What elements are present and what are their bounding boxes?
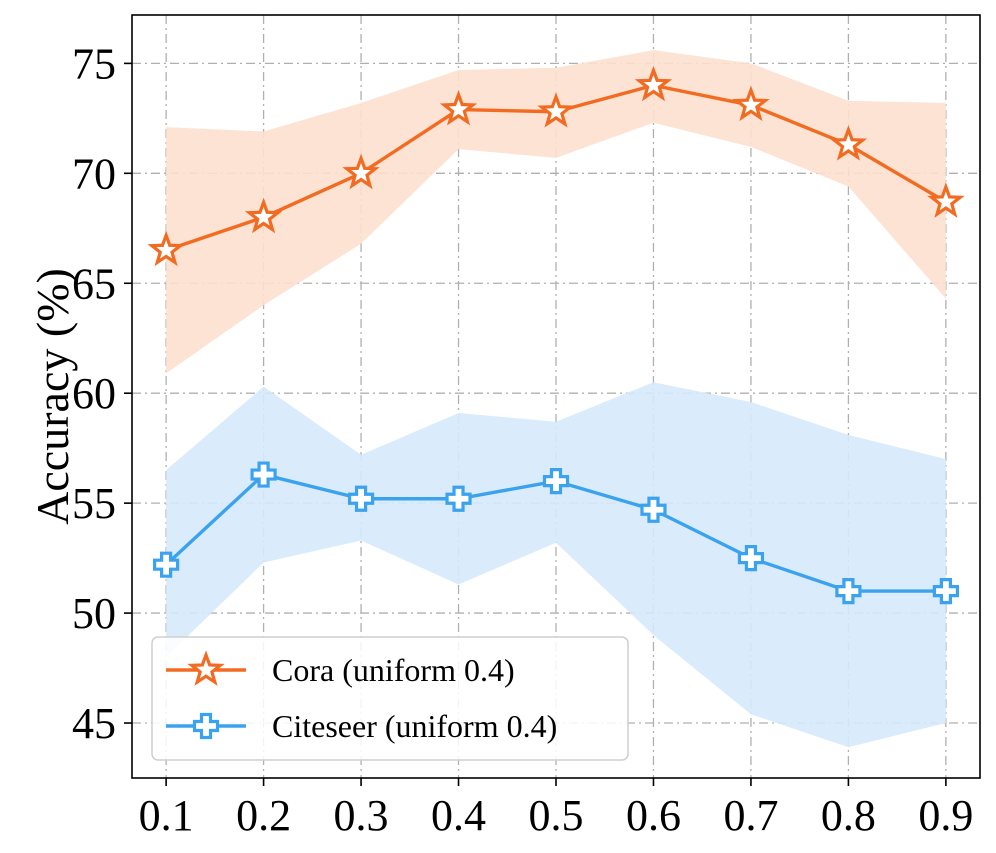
series-1-point-3 [342, 153, 380, 190]
series-2-point-8 [835, 577, 862, 605]
x-tick-label-4: 0.4 [431, 791, 486, 840]
y-tick-label-7: 75 [72, 39, 116, 88]
y-tick-label-3: 55 [72, 479, 116, 528]
series-2-point-4 [445, 485, 472, 512]
x-tick-label-2: 0.2 [236, 791, 291, 840]
series-1-point-2 [244, 197, 283, 234]
legend-label-2: Citeseer (uniform 0.4) [272, 708, 557, 744]
y-tick-label-5: 65 [72, 259, 116, 308]
series-1-point-9 [927, 182, 965, 218]
series-2-point-3 [347, 485, 375, 512]
axis-tick-labels: 0.1 0.2 0.3 0.4 0.5 0.6 0.7 0.8 0.9 45 50 55 60 65 70 7… [72, 39, 973, 840]
series-2-point-1 [153, 551, 180, 578]
series-2-point-9 [932, 577, 959, 605]
series-2-point-6 [640, 496, 667, 523]
x-tick-label-8: 0.8 [821, 791, 876, 840]
series-1-point-1 [147, 230, 185, 267]
legend-marker-2 [192, 712, 220, 740]
legend-frame [151, 636, 629, 761]
x-tick-label-6: 0.6 [626, 791, 681, 840]
legend-marker-1 [187, 650, 225, 686]
series-1-point-8 [829, 125, 868, 161]
series-1-point-7 [732, 85, 770, 122]
series-2-point-7 [737, 545, 765, 572]
x-tick-label-3: 0.3 [334, 791, 389, 840]
y-tick-label-2: 50 [72, 589, 116, 638]
y-tick-label-6: 70 [72, 149, 116, 198]
series-1-point-6 [634, 65, 673, 102]
series-1-band [166, 50, 946, 374]
series-markers [147, 65, 965, 605]
y-tick-label-4: 60 [72, 369, 116, 418]
x-tick-label-1: 0.1 [139, 791, 194, 840]
x-tick-label-9: 0.9 [918, 791, 973, 840]
series-2-point-5 [542, 468, 570, 495]
x-tick-label-5: 0.5 [529, 791, 584, 840]
legend-label-1: Cora (uniform 0.4) [272, 652, 515, 688]
series-2-band [166, 382, 946, 748]
confidence-bands [166, 50, 946, 748]
y-tick-label-1: 45 [72, 699, 116, 748]
y-axis-title: Accuracy (%) [27, 268, 78, 525]
series-1-point-5 [537, 92, 575, 128]
legend: Cora (uniform 0.4) Citeseer (uniform 0.4) [151, 636, 629, 761]
axis-ticks [124, 62, 947, 786]
x-tick-label-7: 0.7 [723, 791, 778, 840]
series-1-point-4 [439, 89, 478, 126]
series-2-point-2 [250, 461, 277, 488]
